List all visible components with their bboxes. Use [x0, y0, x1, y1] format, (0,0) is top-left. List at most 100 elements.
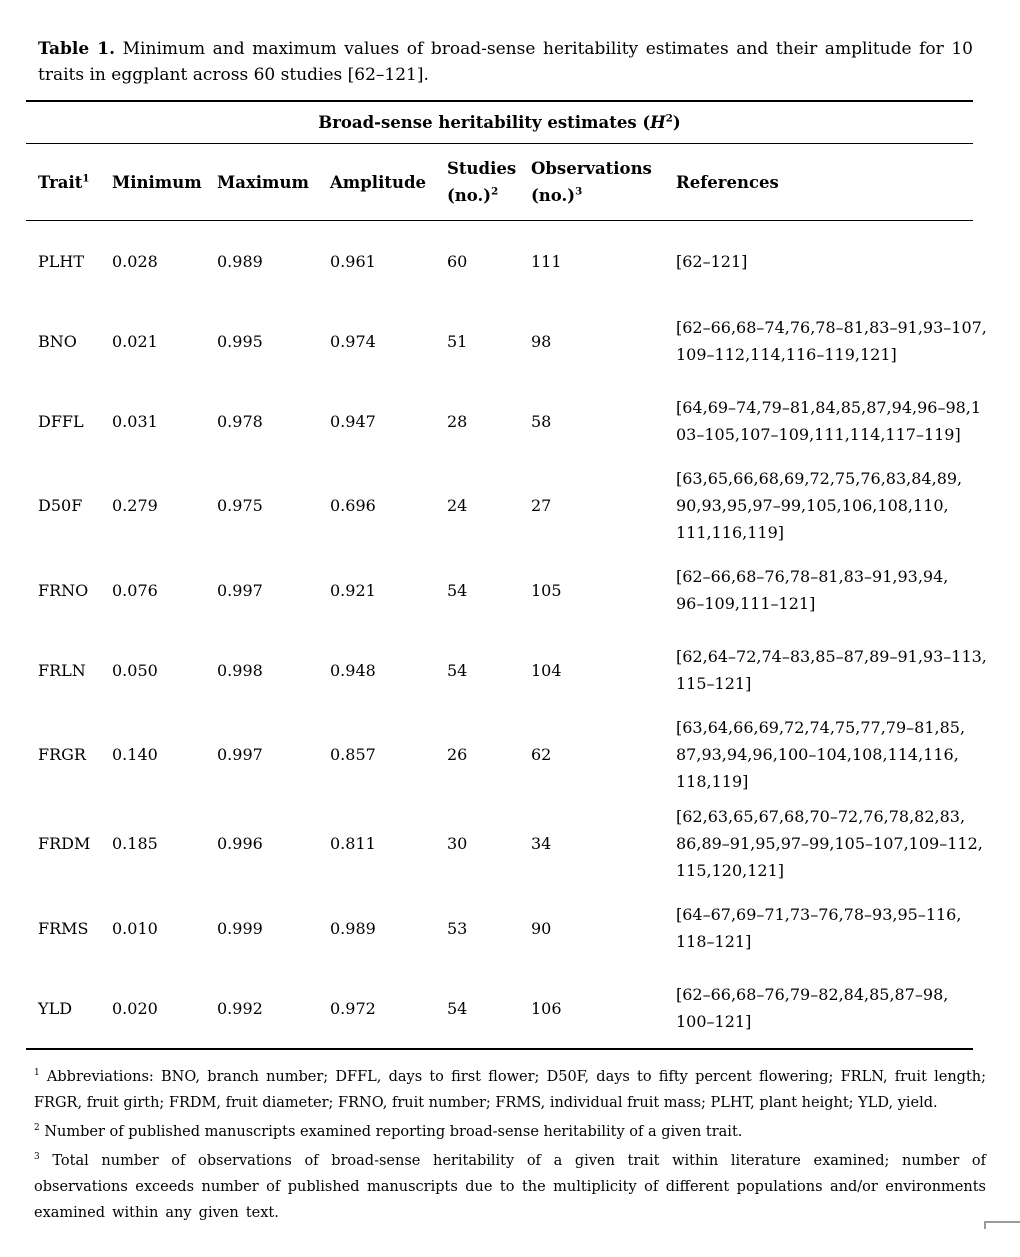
reference-line: 87,93,94,96,100–104,108,114,116,: [676, 745, 959, 764]
cell-studies: 53: [447, 918, 468, 938]
column-header-trait: Trait1: [26, 144, 112, 220]
column-header-references: References: [676, 144, 973, 220]
cell-references: [64–67,69–71,73–76,78–93,95–116, 118–121]: [676, 888, 973, 968]
cell-minimum: 0.020: [112, 998, 158, 1018]
reference-line: 100–121]: [676, 1012, 752, 1031]
cell-studies: 51: [447, 331, 468, 351]
table-row: BNO 0.021 0.995 0.974 51 98 [62–66,68–74,76,78…: [26, 301, 987, 381]
table-row: DFFL 0.031 0.978 0.947 28 58 [64,69–74,79–81,8…: [26, 381, 982, 461]
reference-line: [63,65,66,68,69,72,75,76,83,84,89,: [676, 469, 963, 488]
column-header-observations: Observations (no.)3: [531, 144, 676, 220]
reference-line: 115,120,121]: [676, 861, 785, 880]
cell-maximum: 0.992: [217, 998, 263, 1018]
column-header-label: Observations: [531, 159, 652, 178]
column-header-line2-sup: 2: [491, 185, 499, 198]
table-row: D50F 0.279 0.975 0.696 24 27 [63,65,66,68,69,7…: [26, 461, 973, 550]
cell-observations: 90: [531, 918, 552, 938]
cell-trait: PLHT: [38, 251, 85, 271]
column-header-rule: [26, 220, 973, 221]
footnotes-section: 1 Abbreviations: BNO, branch number; DFF…: [26, 1064, 986, 1226]
footnote-3: 3 Total number of observations of broad-…: [34, 1148, 986, 1226]
cell-references: [63,65,66,68,69,72,75,76,83,84,89, 90,93,…: [676, 461, 973, 550]
cell-observations: 106: [531, 998, 562, 1018]
reference-line: 115–121]: [676, 674, 752, 693]
column-header-label: Studies: [447, 159, 517, 178]
column-header-amplitude: Amplitude: [330, 144, 447, 220]
reference-line: [64,69–74,79–81,84,85,87,94,96–98,1: [676, 398, 982, 417]
cell-trait: BNO: [38, 331, 77, 351]
cell-studies: 60: [447, 251, 468, 271]
footnote-text: Abbreviations: BNO, branch number; DFFL,…: [34, 1069, 986, 1111]
cell-amplitude: 0.948: [330, 660, 376, 680]
spanning-header-symbol-sup: 2: [665, 112, 673, 125]
cell-maximum: 0.975: [217, 496, 263, 515]
cell-minimum: 0.140: [112, 745, 158, 764]
table-row: FRLN 0.050 0.998 0.948 54 104 [62,64–72,74–83,…: [26, 630, 987, 710]
reference-line: [62–66,68–76,78–81,83–91,93,94,: [676, 567, 949, 586]
cell-trait: FRMS: [38, 918, 89, 938]
cell-maximum: 0.997: [217, 580, 263, 600]
page-corner-mark: [984, 1221, 1020, 1229]
footnote-text: Total number of observations of broad-se…: [34, 1153, 986, 1221]
cell-minimum: 0.010: [112, 918, 158, 938]
reference-line: [63,64,66,69,72,74,75,77,79–81,85,: [676, 718, 966, 737]
footnote-marker: 1: [34, 1068, 40, 1079]
footnote-marker: 3: [34, 1152, 40, 1163]
cell-minimum: 0.050: [112, 660, 158, 680]
column-header-line2-sup: 3: [575, 185, 583, 198]
reference-line: [62–66,68–74,76,78–81,83–91,93–107,: [676, 318, 987, 337]
cell-studies: 30: [447, 834, 468, 853]
footnote-2: 2 Number of published manuscripts examin…: [34, 1119, 986, 1145]
cell-minimum: 0.021: [112, 331, 158, 351]
reference-line: [62,64–72,74–83,85–87,89–91,93–113,: [676, 647, 987, 666]
cell-trait: YLD: [38, 998, 73, 1018]
footnote-text: Number of published manuscripts examined…: [39, 1124, 743, 1140]
cell-amplitude: 0.989: [330, 918, 376, 938]
table-row: FRMS 0.010 0.999 0.989 53 90 [64–67,69–71,73–7…: [26, 888, 973, 968]
table-top-rule: [26, 100, 973, 102]
cell-trait: FRGR: [38, 745, 86, 764]
table-row: FRNO 0.076 0.997 0.921 54 105 [62–66,68–76,78–…: [26, 550, 973, 630]
column-header-maximum: Maximum: [217, 144, 330, 220]
table-row: FRGR 0.140 0.997 0.857 26 62 [63,64,66,69,72,7…: [26, 710, 973, 799]
cell-references: [62–66,68–76,78–81,83–91,93,94, 96–109,11…: [676, 550, 973, 630]
column-header-label: Trait: [38, 172, 83, 192]
cell-amplitude: 0.974: [330, 331, 376, 351]
cell-amplitude: 0.947: [330, 411, 376, 431]
reference-line: 118,119]: [676, 772, 749, 791]
cell-minimum: 0.279: [112, 496, 158, 515]
cell-observations: 104: [531, 660, 562, 680]
cell-trait: D50F: [38, 496, 83, 515]
cell-observations: 105: [531, 580, 562, 600]
cell-observations: 111: [531, 251, 562, 271]
column-header-studies: Studies (no.)2: [447, 144, 531, 220]
cell-observations: 34: [531, 834, 552, 853]
column-header-line2: (no.): [447, 186, 492, 205]
reference-line: 109–112,114,116–119,121]: [676, 345, 897, 364]
column-header-line2: (no.): [531, 186, 576, 205]
cell-studies: 28: [447, 411, 468, 431]
spanning-header-symbol: H: [650, 113, 666, 132]
cell-maximum: 0.998: [217, 660, 263, 680]
cell-observations: 98: [531, 331, 552, 351]
cell-studies: 24: [447, 496, 468, 515]
reference-line: 111,116,119]: [676, 523, 785, 542]
cell-amplitude: 0.696: [330, 496, 376, 515]
column-header-label: Minimum: [112, 172, 202, 192]
reference-line: [62–66,68–76,79–82,84,85,87–98,: [676, 985, 949, 1004]
table-caption-text: Minimum and maximum values of broad-sens…: [38, 39, 974, 85]
column-header-label: References: [676, 172, 779, 192]
cell-references: [62,64–72,74–83,85–87,89–91,93–113, 115–1…: [676, 630, 987, 710]
document-page: Table 1. Minimum and maximum values of b…: [26, 36, 987, 1229]
cell-studies: 54: [447, 660, 468, 680]
cell-minimum: 0.185: [112, 834, 158, 853]
cell-amplitude: 0.921: [330, 580, 376, 600]
reference-line: [62–121]: [676, 251, 748, 271]
table-row: YLD 0.020 0.992 0.972 54 106 [62–66,68–76,79–8…: [26, 968, 973, 1048]
reference-line: [64–67,69–71,73–76,78–93,95–116,: [676, 905, 962, 924]
column-header-minimum: Minimum: [112, 144, 217, 220]
reference-line: 03–105,107–109,111,114,117–119]: [676, 425, 961, 444]
cell-references: [64,69–74,79–81,84,85,87,94,96–98,1 03–10…: [676, 381, 982, 461]
cell-trait: FRNO: [38, 580, 89, 600]
reference-line: 118–121]: [676, 932, 752, 951]
